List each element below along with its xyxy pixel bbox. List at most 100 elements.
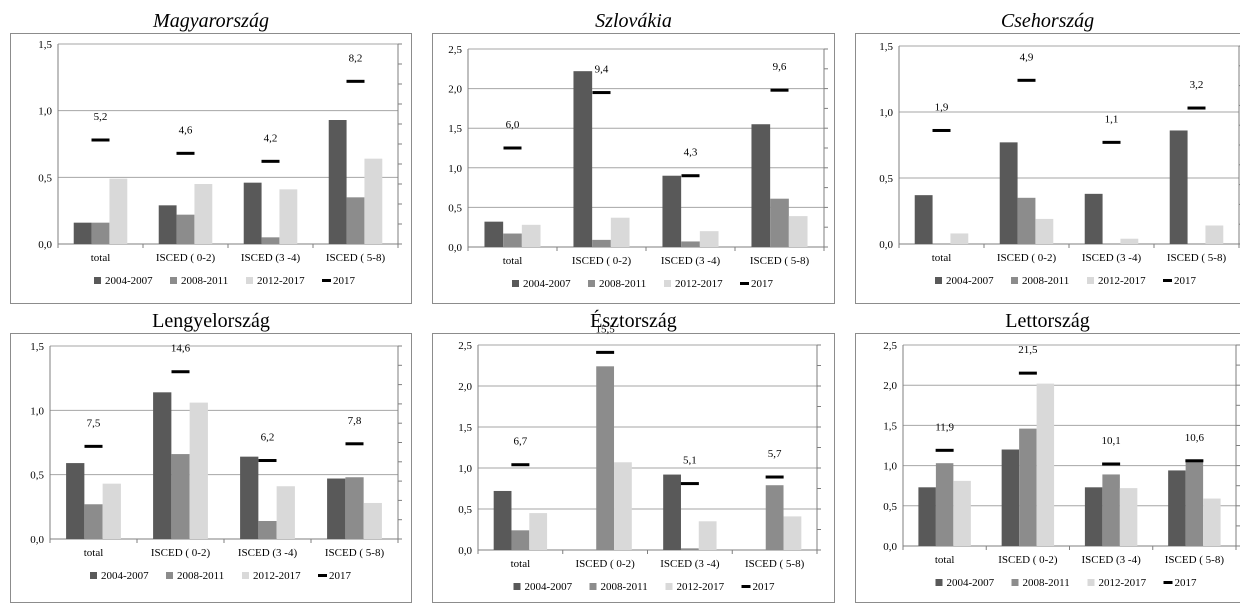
bar: [364, 158, 383, 244]
legend-swatch: [166, 572, 173, 579]
legend-marker: [740, 282, 749, 285]
bar: [1203, 498, 1221, 546]
marker-2017: [346, 79, 365, 83]
legend-marker: [1163, 581, 1173, 584]
x-tick-label: ISCED ( 5-8): [326, 252, 386, 264]
legend-label: 2012-2017: [257, 275, 305, 287]
x-tick-label: total: [91, 252, 111, 264]
x-tick-label: total: [935, 554, 955, 566]
bar: [1001, 449, 1020, 546]
x-tick-label: ISCED ( 0-2): [998, 554, 1058, 566]
legend-label: 2017: [753, 581, 776, 593]
x-tick-label: ISCED ( 0-2): [156, 252, 216, 264]
bar: [770, 198, 789, 247]
chart-title: Észtország: [590, 310, 677, 332]
data-label: 4,2: [264, 132, 278, 144]
bar: [171, 454, 190, 539]
y-tick-label: 1,0: [38, 106, 52, 118]
y-tick-label: 1,5: [30, 341, 44, 353]
chart-svg: 0,0 0,5 1,0 1,5 5,2 total 4,6 ISCED ( 0-2) 4,2 IS…: [38, 39, 402, 287]
bar: [158, 205, 177, 244]
data-label: 10,1: [1102, 435, 1121, 447]
legend-label: 2012-2017: [1098, 275, 1146, 287]
bar: [699, 231, 719, 247]
bar: [84, 504, 103, 539]
bar: [596, 366, 615, 550]
legend-swatch: [1087, 277, 1094, 284]
legend-label: 2012-2017: [677, 581, 725, 593]
y-tick-label: 0,5: [879, 173, 893, 185]
bar: [346, 197, 365, 244]
y-tick-label: 0,0: [458, 545, 472, 557]
bar: [189, 402, 208, 539]
legend-swatch: [512, 280, 519, 287]
chart-title: Lengyelország: [152, 310, 270, 332]
chart-title: Szlovákia: [595, 10, 672, 32]
bar: [662, 175, 682, 247]
legend-label: 2008-2011: [1023, 577, 1070, 589]
bar: [102, 483, 121, 539]
bar: [345, 477, 364, 539]
data-label: 3,2: [1190, 79, 1204, 91]
bar: [935, 463, 954, 546]
legend-label: 2008-2011: [1022, 275, 1069, 287]
legend-swatch: [935, 579, 943, 586]
bar: [783, 516, 802, 550]
legend-label: 2017: [1174, 275, 1197, 287]
chart-frame: [10, 33, 412, 304]
chart-panel-magyarorszag: Magyarország 0,0 0,5 1,0 1,5 5,2 total 4,6 ISCE…: [10, 10, 412, 304]
bar: [328, 120, 347, 244]
data-label: 5,2: [94, 111, 108, 123]
bar: [1035, 218, 1054, 244]
legend-swatch: [1011, 277, 1018, 284]
legend-label: 2008-2011: [601, 581, 648, 593]
x-tick-label: ISCED ( 0-2): [997, 252, 1057, 264]
bar: [999, 142, 1018, 244]
bar: [1102, 474, 1120, 546]
legend-swatch: [246, 277, 253, 284]
marker-2017: [1102, 140, 1121, 144]
data-label: 9,6: [773, 61, 787, 73]
bar: [592, 239, 611, 247]
chart-title: Csehország: [1000, 10, 1095, 32]
marker-2017: [345, 442, 364, 446]
bar: [493, 490, 512, 550]
legend-swatch: [589, 583, 597, 590]
bar: [698, 521, 717, 550]
marker-2017: [261, 159, 280, 163]
bar: [1019, 428, 1037, 546]
data-label: 7,5: [87, 417, 101, 429]
bar: [91, 222, 110, 244]
legend-swatch: [1011, 579, 1019, 586]
bar: [573, 71, 593, 247]
marker-2017: [935, 448, 954, 452]
marker-2017: [91, 138, 110, 142]
chart-frame: [855, 33, 1240, 304]
legend-label: 2017: [333, 275, 356, 287]
data-label: 15,5: [596, 323, 616, 335]
legend-marker: [318, 574, 327, 577]
bar: [914, 195, 933, 244]
bar: [663, 474, 681, 550]
bar: [276, 486, 295, 539]
marker-2017: [1185, 459, 1204, 463]
data-label: 7,8: [348, 415, 362, 427]
legend-label: 2004-2007: [101, 570, 149, 582]
bar: [1017, 197, 1036, 244]
bar: [953, 480, 971, 546]
marker-2017: [1102, 462, 1121, 466]
bar: [521, 224, 541, 247]
data-label: 5,1: [683, 455, 697, 467]
marker-2017: [1017, 78, 1036, 82]
bar: [1084, 193, 1103, 244]
legend-label: 2012-2017: [1099, 577, 1147, 589]
marker-2017: [592, 91, 611, 95]
data-label: 6,2: [261, 432, 275, 444]
x-tick-label: ISCED (3 -4): [1081, 554, 1141, 566]
bar: [363, 502, 382, 539]
y-tick-label: 2,0: [458, 381, 472, 393]
marker-2017: [1018, 371, 1037, 375]
chart-title: Lettország: [1005, 310, 1090, 332]
bar: [614, 462, 632, 550]
marker-2017: [511, 463, 530, 467]
